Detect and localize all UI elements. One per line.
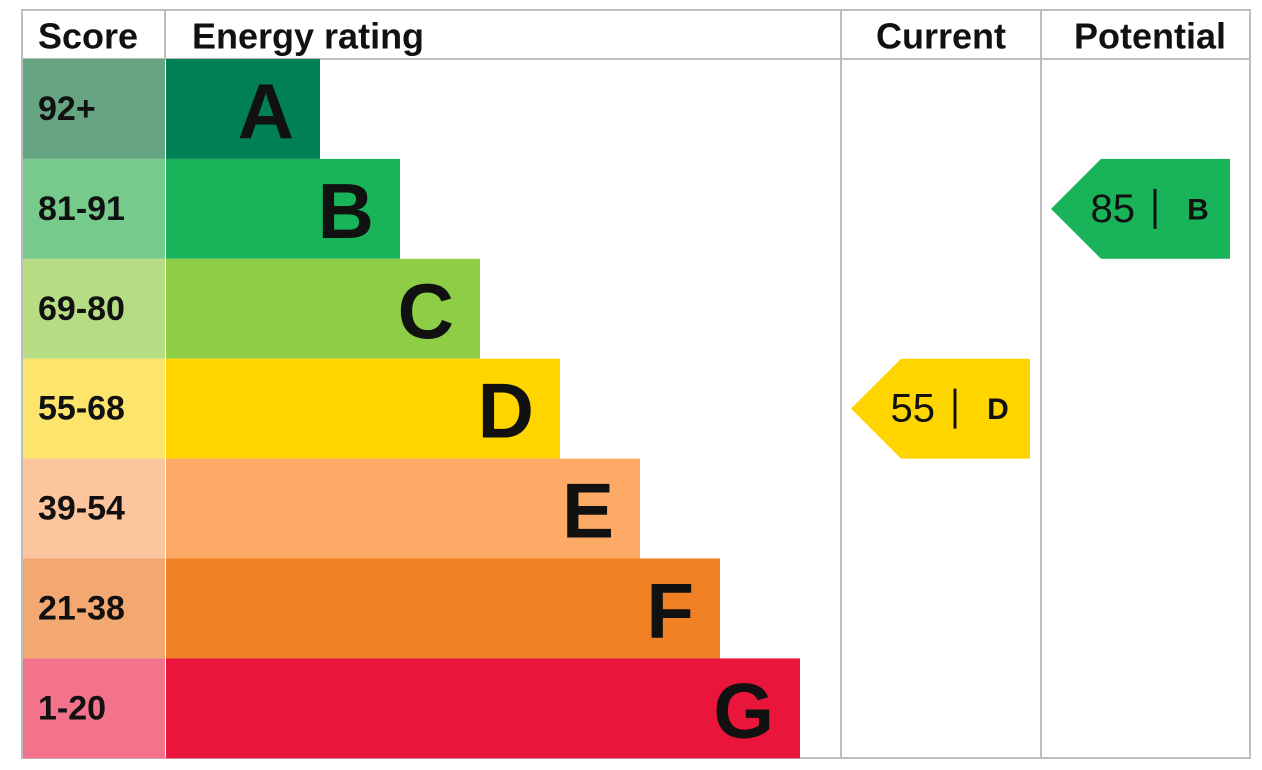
score-range: 1-20: [38, 689, 106, 727]
potential-arrow: [1051, 158, 1230, 259]
rating-letter: C: [398, 267, 454, 355]
rating-bar: [166, 59, 320, 159]
rating-bar: [166, 358, 560, 459]
header-score: Score: [38, 16, 138, 57]
rating-letter: G: [713, 666, 774, 754]
score-range: 81-91: [38, 190, 125, 228]
potential-rating: B: [1187, 193, 1209, 226]
rating-bar: [166, 158, 400, 259]
score-cell: [23, 158, 165, 259]
current-arrow: [851, 358, 1030, 459]
score-range: 69-80: [38, 290, 125, 328]
score-range: 21-38: [38, 589, 125, 627]
rating-bar: [166, 258, 480, 359]
rating-bar: [166, 558, 720, 659]
score-range: 92+: [38, 90, 96, 128]
score-cell: [23, 358, 165, 459]
header-current: Current: [876, 16, 1006, 57]
rating-letter: A: [238, 67, 294, 155]
rating-bar: [166, 458, 640, 559]
rating-letter: D: [478, 367, 534, 455]
header-energy-rating: Energy rating: [192, 16, 424, 57]
score-cell: [23, 258, 165, 359]
potential-score: 85: [1091, 187, 1136, 231]
header-potential: Potential: [1074, 16, 1226, 57]
rating-letter: E: [562, 467, 614, 555]
score-cell: [23, 558, 165, 659]
current-rating: D: [987, 393, 1009, 426]
score-cell: [23, 458, 165, 559]
score-cell: [23, 59, 165, 159]
rating-bar: [166, 658, 800, 759]
score-range: 39-54: [38, 490, 125, 528]
score-range: 55-68: [38, 390, 125, 428]
rating-letter: B: [318, 167, 374, 255]
current-score: 55: [891, 387, 936, 431]
score-cell: [23, 658, 165, 759]
rating-letter: F: [646, 566, 694, 654]
